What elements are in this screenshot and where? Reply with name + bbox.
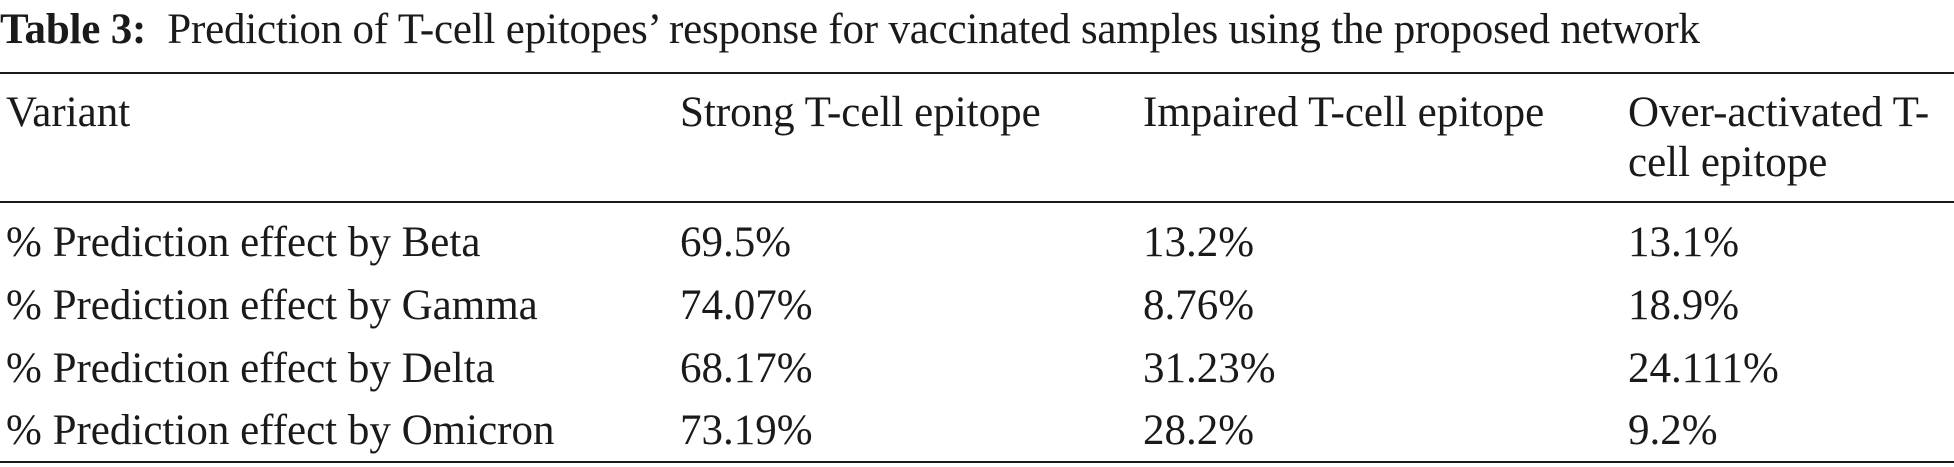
row-strong-value: 69.5%	[680, 219, 792, 266]
row-variant: % Prediction effect by Gamma	[6, 282, 538, 329]
row-strong-value: 74.07%	[680, 282, 813, 329]
row-over-activated-value: 24.111%	[1628, 345, 1779, 392]
top-rule	[0, 72, 1954, 74]
header-impaired: Impaired T-cell epitope	[1143, 89, 1545, 136]
row-impaired-value: 31.23%	[1143, 345, 1276, 392]
row-strong-value: 73.19%	[680, 407, 813, 454]
row-impaired-value: 8.76%	[1143, 282, 1255, 329]
row-strong-value: 68.17%	[680, 345, 813, 392]
row-impaired-value: 28.2%	[1143, 407, 1255, 454]
row-variant: % Prediction effect by Delta	[6, 345, 495, 392]
row-over-activated-value: 9.2%	[1628, 407, 1718, 454]
caption-label: Table 3:	[0, 6, 147, 53]
row-over-activated-value: 18.9%	[1628, 282, 1740, 329]
header-strong: Strong T-cell epitope	[680, 89, 1041, 136]
caption-text: Prediction of T-cell epitopes’ response …	[167, 6, 1700, 53]
table-caption: Table 3: Prediction of T-cell epitopes’ …	[0, 4, 1700, 56]
header-over-activated: Over-activated T-cell epitope	[1628, 89, 1930, 186]
header-variant: Variant	[6, 89, 131, 136]
header-rule	[0, 201, 1954, 203]
row-variant: % Prediction effect by Omicron	[6, 407, 555, 454]
bottom-rule	[0, 461, 1954, 463]
row-variant: % Prediction effect by Beta	[6, 219, 481, 266]
row-impaired-value: 13.2%	[1143, 219, 1255, 266]
row-over-activated-value: 13.1%	[1628, 219, 1740, 266]
